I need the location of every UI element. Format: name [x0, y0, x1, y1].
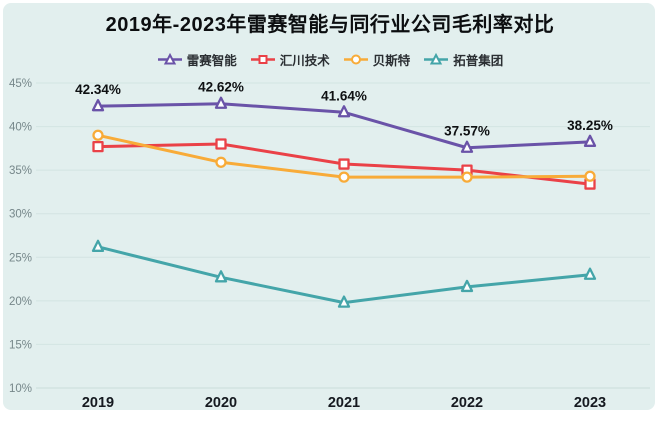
series-line-3 [96, 245, 592, 305]
x-axis-label: 2020 [205, 395, 237, 411]
chart-card [3, 3, 655, 410]
data-label: 37.57% [444, 124, 490, 139]
y-axis-label: 40% [9, 122, 32, 134]
legend-label: 雷赛智能 [186, 54, 237, 68]
data-label: 42.34% [75, 82, 121, 97]
x-axis-label: 2021 [328, 395, 360, 411]
data-point-triangle-marker[interactable] [337, 105, 351, 118]
legend-triangle-icon [424, 53, 449, 65]
y-axis-label: 45% [9, 78, 32, 90]
y-axis-label: 15% [9, 339, 32, 351]
legend-square-icon [250, 55, 275, 64]
x-axis-label: 2019 [82, 395, 114, 411]
data-label: 42.62% [198, 80, 244, 95]
chart-title: 2019年-2023年雷赛智能与同行业公司毛利率对比 [105, 14, 555, 36]
legend-circle-icon [343, 54, 368, 65]
data-point-circle-marker[interactable] [215, 156, 227, 168]
data-point-circle-marker[interactable] [92, 129, 104, 141]
data-point-square-marker[interactable] [215, 138, 227, 150]
y-axis-label: 30% [9, 209, 32, 221]
x-axis-label: 2022 [451, 395, 483, 411]
data-point-square-marker[interactable] [92, 140, 104, 153]
data-point-square-marker[interactable] [338, 158, 350, 170]
data-point-circle-marker[interactable] [338, 171, 350, 183]
legend-item-3[interactable]: 拓普集团 [423, 50, 503, 69]
legend-label: 汇川技术 [279, 54, 330, 68]
data-point-triangle-marker[interactable] [337, 295, 351, 308]
data-point-circle-marker[interactable] [461, 171, 473, 183]
x-axis-label: 2023 [574, 395, 606, 411]
data-point-triangle-marker[interactable] [460, 279, 474, 293]
data-point-triangle-marker[interactable] [214, 96, 228, 109]
data-point-triangle-marker[interactable] [214, 270, 228, 283]
legend-item-0[interactable]: 雷赛智能 [157, 50, 237, 69]
data-point-triangle-marker[interactable] [583, 134, 597, 147]
y-axis-label: 35% [9, 165, 32, 177]
data-point-triangle-marker[interactable] [583, 267, 597, 280]
y-axis-label: 25% [9, 252, 32, 264]
legend-label: 贝斯特 [372, 54, 411, 68]
data-point-triangle-marker[interactable] [91, 239, 105, 252]
y-axis-label: 10% [9, 383, 32, 395]
legend-item-2[interactable]: 贝斯特 [343, 50, 411, 69]
data-point-circle-marker[interactable] [584, 170, 596, 182]
data-point-triangle-marker[interactable] [460, 140, 474, 153]
legend-label: 拓普集团 [453, 54, 504, 68]
data-label: 38.25% [567, 118, 613, 133]
data-point-triangle-marker[interactable] [91, 99, 105, 112]
y-axis-label: 20% [9, 296, 32, 308]
legend-triangle-icon [157, 53, 182, 65]
data-label: 41.64% [321, 88, 367, 103]
legend: 雷赛智能 汇川技术 贝斯特 拓普集团 [0, 50, 660, 69]
series-line-2 [96, 133, 592, 179]
legend-item-1[interactable]: 汇川技术 [250, 50, 330, 69]
